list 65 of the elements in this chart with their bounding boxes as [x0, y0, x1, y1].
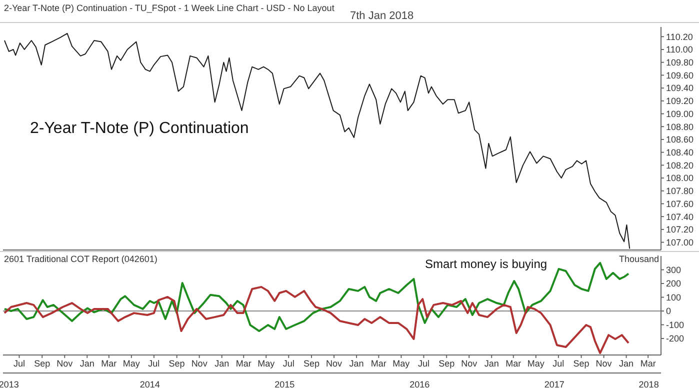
x-tick-label: Sep: [438, 358, 455, 368]
x-tick-label: Sep: [34, 358, 50, 368]
y-tick-label: 109.00: [666, 108, 694, 119]
y-tick-label: 200: [666, 278, 682, 289]
x-tick-label: Mar: [101, 358, 117, 368]
x-tick-label: Sep: [168, 358, 185, 368]
x-tick-label: Nov: [56, 358, 74, 368]
annotation: Smart money is buying: [425, 257, 548, 271]
y-tick-label: 107.20: [666, 224, 694, 235]
line-series: [3, 286, 630, 354]
y-tick-label: -100: [666, 320, 684, 330]
y-tick-label: 108.40: [666, 148, 694, 158]
x-tick-label: Sep: [573, 358, 590, 368]
y-tick-label: 0: [666, 306, 672, 316]
chart-title: 2-Year T-Note (P) Continuation - TU_FSpot - 1 Week Line Chart - USD - No Layout: [4, 3, 334, 13]
x-tick-label: Jan: [80, 358, 94, 368]
x2-tick-label: 2015: [274, 379, 295, 390]
y-tick-label: 108.60: [666, 134, 694, 145]
y-tick-label: 300: [666, 264, 682, 275]
y-tick-label: 107.80: [666, 186, 694, 196]
y-tick-label: 109.20: [666, 96, 694, 106]
x-tick-label: Jan: [619, 358, 634, 368]
x-tick-label: Nov: [191, 358, 208, 368]
y-tick-label: 109.60: [666, 70, 694, 80]
y-tick-label: 108.80: [666, 122, 694, 132]
x-tick-label: Nov: [326, 358, 343, 368]
annotation: 2-Year T-Note (P) Continuation: [30, 120, 249, 138]
x-tick-label: May: [258, 358, 276, 368]
y-tick-label: 107.00: [666, 237, 694, 248]
x-tick-label: Jan: [214, 358, 230, 368]
x-tick-label: Mar: [370, 358, 386, 368]
y-tick-label: 107.40: [666, 212, 694, 222]
x-tick-label: Jul: [13, 358, 25, 368]
x2-tick-label: 2014: [140, 379, 160, 390]
x-tick-label: Jul: [552, 358, 564, 368]
x-tick-label: May: [527, 358, 545, 368]
text: 7th Jan 2018: [350, 10, 414, 22]
x2-tick-label: 2016: [410, 379, 430, 390]
x-tick-label: Jul: [148, 358, 160, 368]
x-tick-label: Nov: [461, 358, 478, 368]
x-tick-label: Nov: [596, 358, 612, 368]
y-tick-label: 108.00: [666, 173, 694, 184]
x-tick-label: May: [392, 358, 410, 368]
x-tick-label: Jul: [282, 358, 294, 368]
y-tick-label: 100: [666, 292, 682, 302]
x-tick-label: Mar: [640, 358, 656, 368]
y-tick-label: -200: [666, 334, 684, 344]
y-tick-label: 109.40: [666, 83, 694, 94]
line-series: [4, 32, 630, 250]
y-axis-title: Thousand: [618, 254, 659, 264]
x-tick-label: Mar: [236, 358, 252, 368]
x-tick-label: May: [122, 358, 140, 368]
x-tick-label: Jan: [349, 358, 364, 368]
chart-title: 2601 Traditional COT Report (042601): [4, 254, 158, 264]
y-tick-label: 110.20: [666, 32, 693, 42]
y-tick-label: 109.80: [666, 58, 694, 68]
y-tick-label: 110.00: [666, 44, 693, 55]
x-tick-label: Sep: [304, 358, 320, 368]
x-tick-label: Jul: [418, 358, 430, 368]
x-tick-label: Jan: [484, 358, 499, 368]
x2-tick-label: 2017: [544, 379, 564, 390]
x-tick-label: Mar: [506, 358, 522, 368]
x2-tick-label: 2018: [638, 379, 659, 390]
y-tick-label: 107.60: [666, 198, 694, 209]
y-tick-label: 108.20: [666, 160, 694, 170]
